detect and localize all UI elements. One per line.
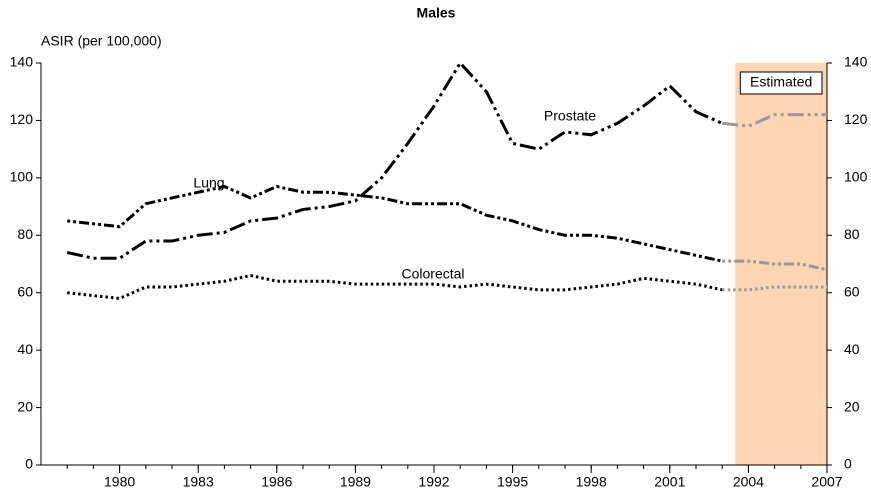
series-label: Prostate [544,108,596,124]
line-series [66,60,723,260]
line-series-estimated [722,285,827,292]
y-axis-label: ASIR (per 100,000) [41,33,162,49]
chart-title: Males [417,5,456,21]
y2-tick-label: 40 [844,341,860,357]
x-tick-label: 1995 [497,474,528,490]
y-tick-label: 40 [17,341,33,357]
x-tick-label: 1980 [104,474,135,490]
x-tick-label: 1992 [418,474,449,490]
y2-tick-label: 60 [844,283,860,299]
x-tick-label: 1983 [183,474,214,490]
y2-tick-label: 0 [844,456,852,472]
y-tick-label: 20 [17,398,33,414]
y2-tick-label: 140 [844,54,868,70]
estimated-region [735,63,827,465]
y-tick-label: 80 [17,226,33,242]
x-tick-label: 1986 [261,474,292,490]
x-tick-label: 1989 [340,474,371,490]
series-label: Colorectal [401,266,464,282]
y-tick-label: 60 [17,283,33,299]
y2-tick-label: 120 [844,111,868,127]
x-tick-label: 2007 [811,474,842,490]
y-tick-label: 140 [10,54,34,70]
line-series-estimated [722,113,827,128]
line-series [67,184,723,263]
y-tick-label: 0 [25,456,33,472]
x-tick-label: 2004 [733,474,764,490]
estimated-box [739,71,823,95]
y2-tick-label: 100 [844,169,868,185]
y-tick-label: 120 [10,111,34,127]
estimated-label: Estimated [750,74,812,90]
y2-tick-label: 20 [844,398,860,414]
y2-tick-label: 80 [844,226,860,242]
x-tick-label: 1998 [576,474,607,490]
series-label: Lung [193,175,224,191]
x-tick-label: 2001 [654,474,685,490]
line-series-estimated [722,259,828,272]
line-series [67,273,723,300]
y-tick-label: 100 [10,169,34,185]
